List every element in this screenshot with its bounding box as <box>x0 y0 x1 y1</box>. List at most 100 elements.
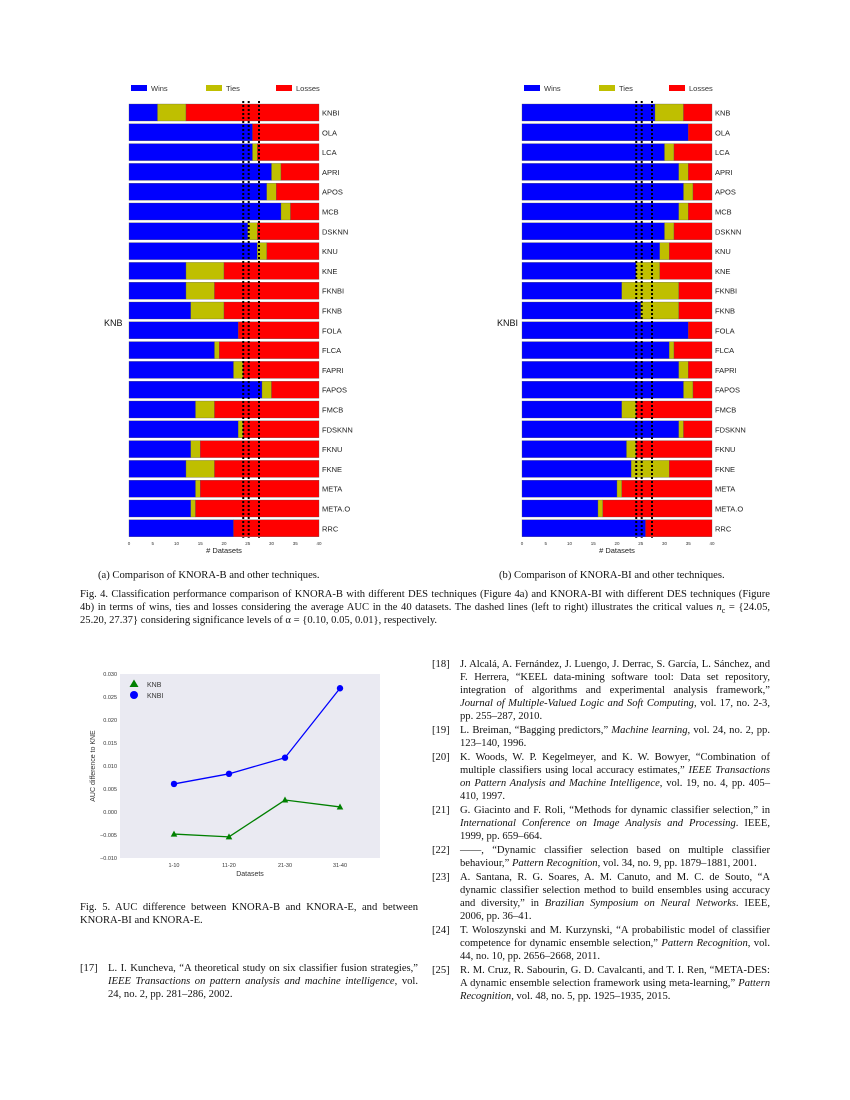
x-tick-label: 5 <box>151 541 154 546</box>
bar-wins <box>521 123 689 141</box>
y-axis-label: KNB <box>104 318 123 328</box>
legend-swatch-ties <box>206 85 222 91</box>
bar-wins <box>128 103 158 122</box>
line-knbi <box>173 687 341 785</box>
x-tick-label: 30 <box>662 541 668 546</box>
reference-post: . IEEE, 2006, pp. 36–41. <box>460 898 770 922</box>
category-label: APRI <box>322 168 340 177</box>
point-knb <box>225 833 233 840</box>
category-label: FKNU <box>715 445 735 454</box>
category-label: META <box>322 485 342 494</box>
bar-wins <box>521 183 684 201</box>
bar-losses <box>678 301 713 320</box>
bar-ties <box>214 341 220 359</box>
reference-item: [18] J. Alcalá, A. Fernández, J. Luengo, … <box>432 658 770 723</box>
y-axis-label: AUC difference to KNE <box>90 730 97 802</box>
bar-ties <box>597 499 603 518</box>
category-label: META <box>715 485 735 494</box>
legend-label: Losses <box>689 84 713 93</box>
figure-4b-chart: Wins Ties Losses KNB OLA LCA APRI APOS MCB DSKNN K… <box>497 84 746 555</box>
bar-losses <box>219 341 320 359</box>
legend-swatch-losses <box>669 85 685 91</box>
y-tick-label: 0.000 <box>103 810 117 816</box>
bar-losses <box>673 143 713 161</box>
bar-losses <box>214 400 320 419</box>
bar-ties <box>233 361 244 379</box>
category-label: FKNBI <box>715 287 737 296</box>
reference-num: [23] <box>432 872 450 883</box>
references-left-column: [17] L. I. Kuncheva, “A theoretical study… <box>80 962 418 1002</box>
legend-swatch-wins <box>524 85 540 91</box>
bar-ties <box>252 143 258 161</box>
bar-losses <box>621 480 713 498</box>
bar-wins <box>521 242 660 260</box>
bar-ties <box>654 103 684 122</box>
x-tick-label: 15 <box>198 541 204 546</box>
bar-losses <box>242 420 320 438</box>
bar-wins <box>128 341 215 359</box>
reference-post: , vol. 17, no. 2-3, pp. 255–287, 2010. <box>460 698 771 722</box>
point-knbi <box>281 754 289 761</box>
legend-swatch-losses <box>276 85 292 91</box>
bar-wins <box>521 460 632 478</box>
bar-ties <box>626 440 637 458</box>
bar-ties <box>683 183 694 201</box>
bar-wins <box>521 301 641 320</box>
legend-label: KNBI <box>147 693 163 700</box>
x-tick-label: 35 <box>686 541 692 546</box>
bar-losses <box>238 321 320 339</box>
reference-post: , vol. 44, no. 10, pp. 2656–2668, 2011. <box>460 938 770 962</box>
point-knbi <box>225 770 233 778</box>
subcaption-b: (b) Comparison of KNORA-BI and other tec… <box>499 570 725 581</box>
bar-wins <box>128 282 187 300</box>
category-label: LCA <box>715 148 730 157</box>
x-tick-label: 0 <box>521 541 524 546</box>
bar-losses <box>252 123 320 141</box>
category-label: FKNE <box>322 465 342 474</box>
x-tick-label: 10 <box>174 541 180 546</box>
bar-ties <box>280 202 291 221</box>
legend-swatch-wins <box>131 85 147 91</box>
reference-num: [18] <box>432 659 450 670</box>
legend-label: KNB <box>147 682 162 689</box>
figure-5-caption: Fig. 5. AUC difference between KNORA-B a… <box>80 902 418 926</box>
bar-wins <box>521 440 627 458</box>
legend-label: Ties <box>619 84 633 93</box>
reference-post: , vol. 48, no. 5, pp. 1925–1935, 2015. <box>511 991 671 1002</box>
bar-wins <box>521 103 656 122</box>
bar-wins <box>521 163 679 181</box>
bar-losses <box>195 499 320 518</box>
bar-ties <box>664 222 675 240</box>
bar-wins <box>521 499 599 518</box>
bar-ties <box>678 420 684 438</box>
reference-pre: T. Woloszynski and M. Kurzynski, “A prob… <box>460 925 770 949</box>
x-tick-label: 21-30 <box>278 863 292 869</box>
category-label: FKNE <box>715 465 735 474</box>
x-axis-label: # Datasets <box>206 546 242 555</box>
legend-marker-knbi <box>130 691 138 699</box>
bar-wins <box>521 381 684 399</box>
category-label: KNE <box>715 267 730 276</box>
reference-num: [17] <box>80 963 98 974</box>
category-label: KNBI <box>322 109 340 118</box>
reference-num: [25] <box>432 965 450 976</box>
category-label: FLCA <box>715 346 734 355</box>
bar-wins <box>128 361 234 379</box>
reference-num: [20] <box>432 752 450 763</box>
legend-label: Wins <box>151 84 168 93</box>
category-label: APOS <box>715 188 736 197</box>
x-tick-label: 30 <box>269 541 275 546</box>
bar-wins <box>128 460 187 478</box>
x-tick-label: 40 <box>316 541 322 546</box>
reference-post: . IEEE, 1999, pp. 659–664. <box>460 818 770 842</box>
bar-wins <box>128 440 191 458</box>
bar-ties <box>190 440 201 458</box>
bar-ties <box>678 202 689 221</box>
category-label: FOLA <box>322 326 342 335</box>
reference-pre: L. I. Kuncheva, “A theoretical study on … <box>108 963 418 974</box>
reference-item: [23] A. Santana, R. G. Soares, A. M. Canu… <box>432 871 770 923</box>
y-tick-label: 0.005 <box>103 787 117 793</box>
reference-em: Pattern Recognition <box>511 858 598 869</box>
bar-ties <box>190 499 196 518</box>
bar-ties <box>271 163 282 181</box>
